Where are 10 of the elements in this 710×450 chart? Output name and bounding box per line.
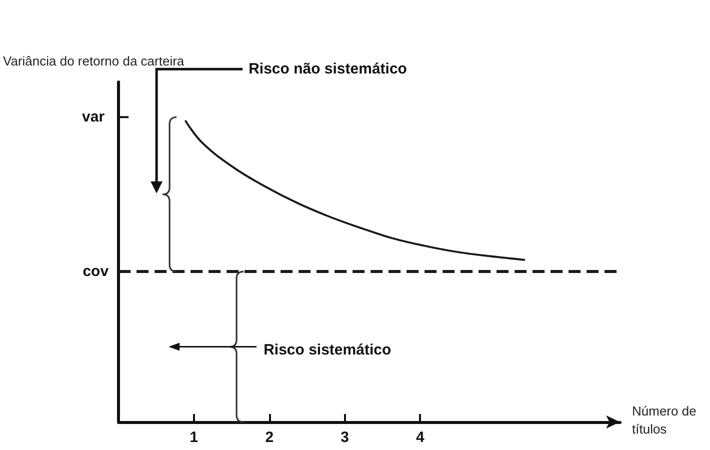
x-tick-label: 3 [340,429,349,446]
ref-line-label: cov [82,263,110,280]
x-tick-label: 2 [265,429,274,446]
annotation: Risco sistemático [264,341,392,358]
text: var [82,108,105,126]
text: Risco não sistemático [248,60,407,78]
y-axis-title: Variância do retorno da carteira [3,54,185,68]
x-axis-title: Número de títulos [632,404,700,436]
x-tick-label: 1 [190,429,198,446]
x-tick-label: 4 [416,429,426,446]
